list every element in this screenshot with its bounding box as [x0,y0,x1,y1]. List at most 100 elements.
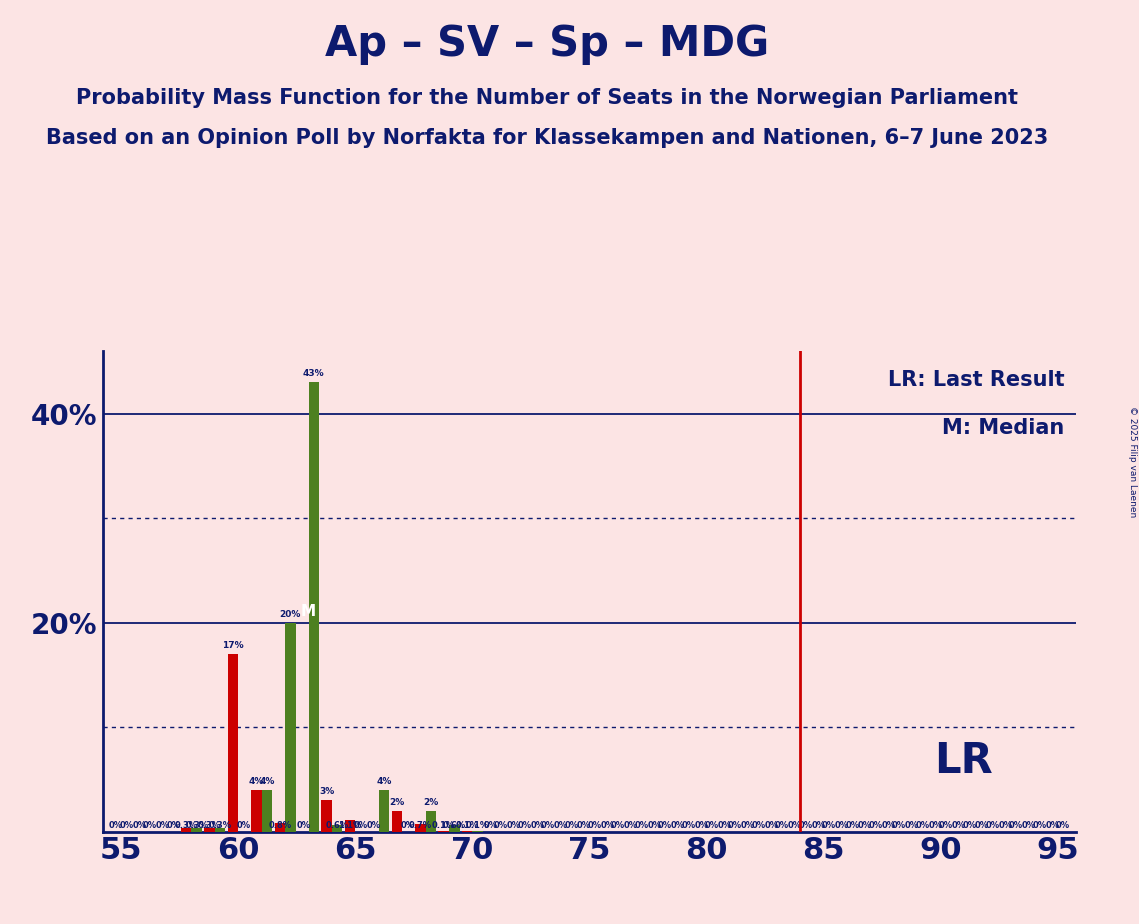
Text: 0%: 0% [541,821,555,830]
Text: 0%: 0% [775,821,789,830]
Text: 0%: 0% [296,821,310,830]
Text: 0%: 0% [588,821,601,830]
Text: 0%: 0% [705,821,719,830]
Text: 0%: 0% [577,821,591,830]
Text: 0%: 0% [671,821,685,830]
Text: 0%: 0% [952,821,966,830]
Text: 20%: 20% [280,610,301,618]
Text: 0.6%: 0.6% [326,821,349,830]
Text: 0%: 0% [1009,821,1023,830]
Text: 3%: 3% [319,787,334,796]
Text: 0%: 0% [962,821,976,830]
Bar [345,821,355,832]
Text: 0%: 0% [1046,821,1059,830]
Text: 0%: 0% [507,821,521,830]
Bar [439,831,449,832]
Text: 0%: 0% [741,821,755,830]
Bar [252,790,262,832]
Text: 0%: 0% [845,821,859,830]
Bar [331,825,343,832]
Text: 0.6%: 0.6% [443,821,466,830]
Text: 0%: 0% [611,821,625,830]
Text: 0%: 0% [694,821,708,830]
Text: 0%: 0% [728,821,743,830]
Text: LR: Last Result: LR: Last Result [888,371,1065,390]
Text: M: Median: M: Median [942,419,1065,438]
Bar [426,810,436,832]
Text: 0%: 0% [132,821,147,830]
Text: Based on an Opinion Poll by Norfakta for Klassekampen and Nationen, 6–7 June 202: Based on an Opinion Poll by Norfakta for… [46,128,1048,148]
Text: 0%: 0% [681,821,696,830]
Text: 0%: 0% [600,821,615,830]
Text: 0.1%: 0.1% [466,821,490,830]
Text: 0.7%: 0.7% [409,821,432,830]
Text: 0%: 0% [494,821,508,830]
Text: 0%: 0% [634,821,648,830]
Text: 0%: 0% [531,821,544,830]
Text: 4%: 4% [260,777,274,785]
Bar [449,825,459,832]
Text: 0%: 0% [1032,821,1047,830]
Bar [181,829,191,832]
Bar [274,823,285,832]
Bar [321,800,331,832]
Text: 0%: 0% [764,821,778,830]
Bar [262,790,272,832]
Bar [191,829,202,832]
Bar [415,824,426,832]
Text: 0%: 0% [142,821,157,830]
Text: 0%: 0% [835,821,849,830]
Bar [461,831,473,832]
Text: 0%: 0% [120,821,133,830]
Text: 0.8%: 0.8% [269,821,292,830]
Text: 0%: 0% [483,821,498,830]
Text: 0%: 0% [928,821,942,830]
Bar [215,829,226,832]
Text: 0%: 0% [821,821,836,830]
Bar [392,810,402,832]
Text: M: M [301,603,317,618]
Text: 0%: 0% [798,821,812,830]
Text: 0%: 0% [624,821,638,830]
Text: 0%: 0% [882,821,895,830]
Text: 0%: 0% [999,821,1013,830]
Text: 0%: 0% [752,821,765,830]
Text: 0%: 0% [658,821,672,830]
Text: 0.1%: 0.1% [432,821,456,830]
Text: 0%: 0% [892,821,907,830]
Text: 0%: 0% [904,821,919,830]
Text: 0%: 0% [916,821,929,830]
Text: 2%: 2% [424,797,439,807]
Bar [473,831,483,832]
Text: 0.3%: 0.3% [198,821,221,830]
Text: 0%: 0% [1022,821,1036,830]
Bar [379,790,390,832]
Text: 0%: 0% [564,821,579,830]
Text: Ap – SV – Sp – MDG: Ap – SV – Sp – MDG [325,23,769,65]
Text: 0%: 0% [401,821,415,830]
Text: 0%: 0% [353,821,368,830]
Text: 0%: 0% [166,821,180,830]
Text: 0%: 0% [237,821,251,830]
Text: 0%: 0% [517,821,532,830]
Bar [228,654,238,832]
Text: 0%: 0% [811,821,826,830]
Text: 4%: 4% [248,777,264,785]
Text: 0.1%: 0.1% [456,821,478,830]
Text: 1.1%: 1.1% [338,821,362,830]
Text: 4%: 4% [376,777,392,785]
Text: 0%: 0% [985,821,1000,830]
Bar [309,383,319,832]
Text: 17%: 17% [222,641,244,650]
Text: 0%: 0% [647,821,662,830]
Text: 0%: 0% [975,821,989,830]
Text: 0.3%: 0.3% [174,821,198,830]
Text: 43%: 43% [303,370,325,378]
Text: 2%: 2% [390,797,404,807]
Text: 0%: 0% [869,821,883,830]
Text: 0%: 0% [554,821,568,830]
Text: 0%: 0% [939,821,953,830]
Bar [285,623,296,832]
Text: 0.3%: 0.3% [208,821,231,830]
Text: 0%: 0% [1056,821,1070,830]
